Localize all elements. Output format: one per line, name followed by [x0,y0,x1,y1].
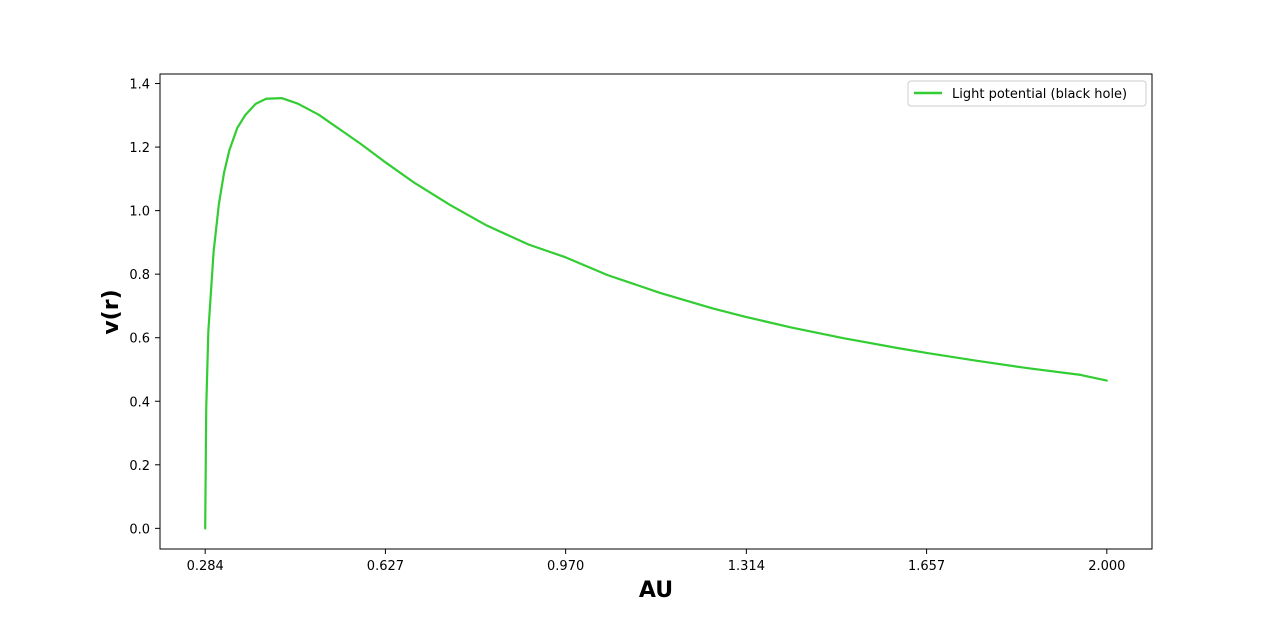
series-layer [204,97,1108,530]
legend-label: Light potential (black hole) [952,87,1127,102]
y-tick-label: 0.4 [129,395,150,410]
series-line [204,97,1108,530]
y-tick-label: 1.0 [129,205,150,220]
x-tick-label: 0.970 [547,559,584,574]
x-axis-title: AU [639,578,673,603]
y-tick-label: 0.2 [129,459,150,474]
plot-frame [159,73,1153,550]
x-tick-label: 0.284 [187,559,224,574]
y-tick-label: 1.4 [129,78,150,93]
x-tick-label: 1.657 [908,559,945,574]
y-tick-label: 0.0 [129,522,150,537]
y-tick-label: 0.6 [129,332,150,347]
y-tick-label: 0.8 [129,268,150,283]
plot-area [160,74,1152,549]
x-axis: 0.284 0.627 0.970 1.314 1.657 2.000 [187,549,1125,574]
y-axis: 0.0 0.2 0.4 0.6 0.8 1.0 1.2 1.4 [129,78,160,537]
legend-box [907,80,1147,107]
y-tick-label: 1.2 [129,141,150,156]
x-tick-label: 0.627 [367,559,404,574]
x-tick-label: 2.000 [1088,559,1125,574]
legend: Light potential (black hole) [907,80,1147,107]
x-tick-label: 1.314 [728,559,765,574]
y-axis-title: v(r) [99,289,124,334]
